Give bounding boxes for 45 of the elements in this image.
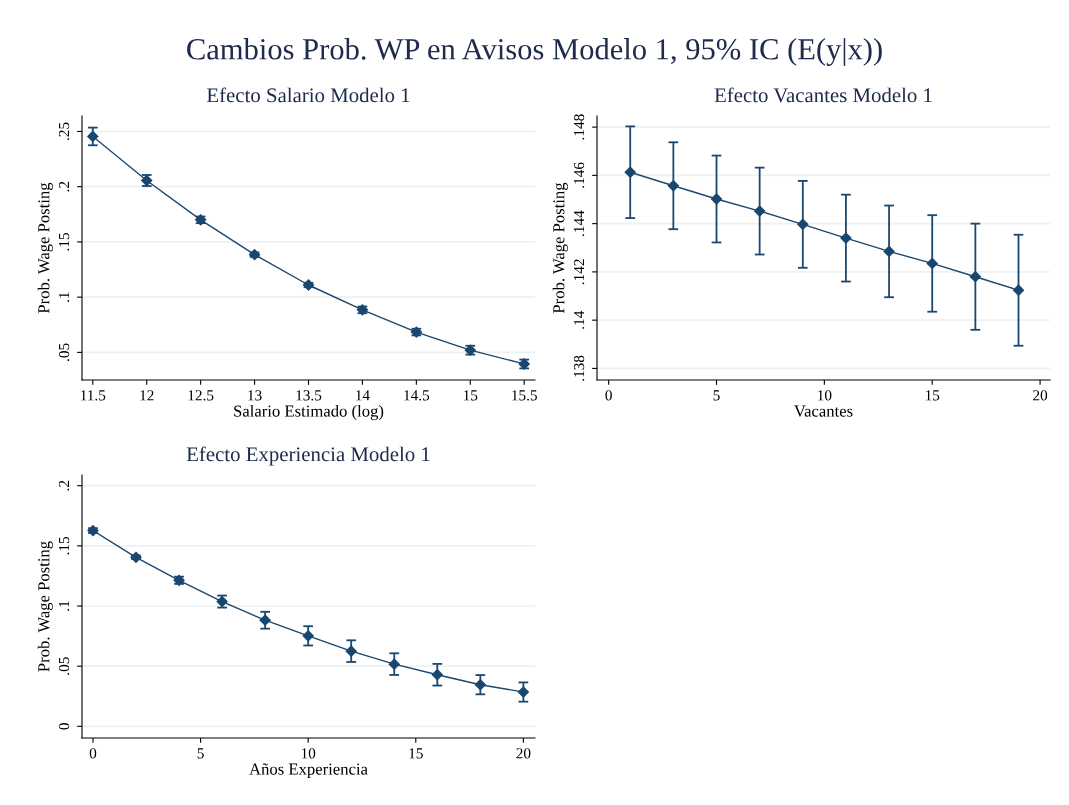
y-tick-label: 0 (58, 723, 70, 730)
y-tick-label: .25 (58, 122, 70, 141)
x-tick-label: 5 (197, 748, 204, 759)
x-tick-label: 12 (140, 390, 154, 401)
x-tick-label: 20 (516, 748, 531, 759)
y-tick-label: .05 (58, 343, 70, 361)
x-tick-label: 10 (301, 748, 316, 759)
y-axis-title: Prob. Wage Posting (37, 541, 53, 672)
y-tick-label: .1 (58, 601, 70, 611)
y-tick-label: .148 (573, 114, 585, 140)
x-tick-label: 15 (925, 390, 940, 401)
y-tick-label: .14 (573, 310, 585, 329)
x-axis-title: Años Experiencia (249, 763, 368, 779)
y-tick-label: .144 (573, 210, 585, 236)
y-axis-title: Prob. Wage Posting (37, 182, 53, 314)
y-tick-label: .05 (58, 657, 70, 675)
x-tick-label: 15 (409, 748, 423, 759)
x-tick-label: 14 (356, 390, 370, 401)
x-tick-label: 10 (818, 390, 832, 401)
x-tick-label: 5 (713, 390, 720, 401)
x-axis-title: Salario Estimado (log) (234, 404, 384, 421)
x-tick-label: 13 (248, 390, 262, 401)
y-axis-title: Prob. Wage Posting (552, 182, 568, 314)
x-tick-label: 12.5 (188, 390, 214, 401)
text: Cambios Prob. WP en Avisos Modelo 1, 95% IC (E(y|x)) (187, 38, 882, 66)
x-axis-title: Vacantes (794, 405, 853, 417)
y-tick-label: .1 (58, 292, 70, 302)
x-tick-label: 0 (605, 390, 612, 401)
x-tick-label: 15.5 (512, 390, 537, 401)
y-tick-label: .146 (573, 162, 585, 188)
y-tick-label: .2 (58, 480, 70, 491)
y-tick-label: .138 (573, 355, 585, 381)
chart-title: Efecto Salario Modelo 1 (206, 87, 410, 103)
y-tick-label: .142 (573, 259, 585, 285)
x-tick-label: 20 (1033, 390, 1048, 401)
y-tick-label: .15 (58, 232, 70, 251)
x-tick-label: 13.5 (296, 390, 322, 401)
x-tick-label: 15 (463, 390, 478, 401)
x-tick-label: 0 (89, 748, 97, 759)
chart-title: Efecto Experiencia Modelo 1 (186, 446, 430, 466)
y-tick-label: .15 (58, 536, 70, 555)
x-tick-label: 14.5 (404, 390, 430, 401)
x-tick-label: 11.5 (81, 390, 106, 401)
y-tick-label: .2 (58, 181, 70, 192)
chart-title: Efecto Vacantes Modelo 1 (714, 87, 932, 103)
